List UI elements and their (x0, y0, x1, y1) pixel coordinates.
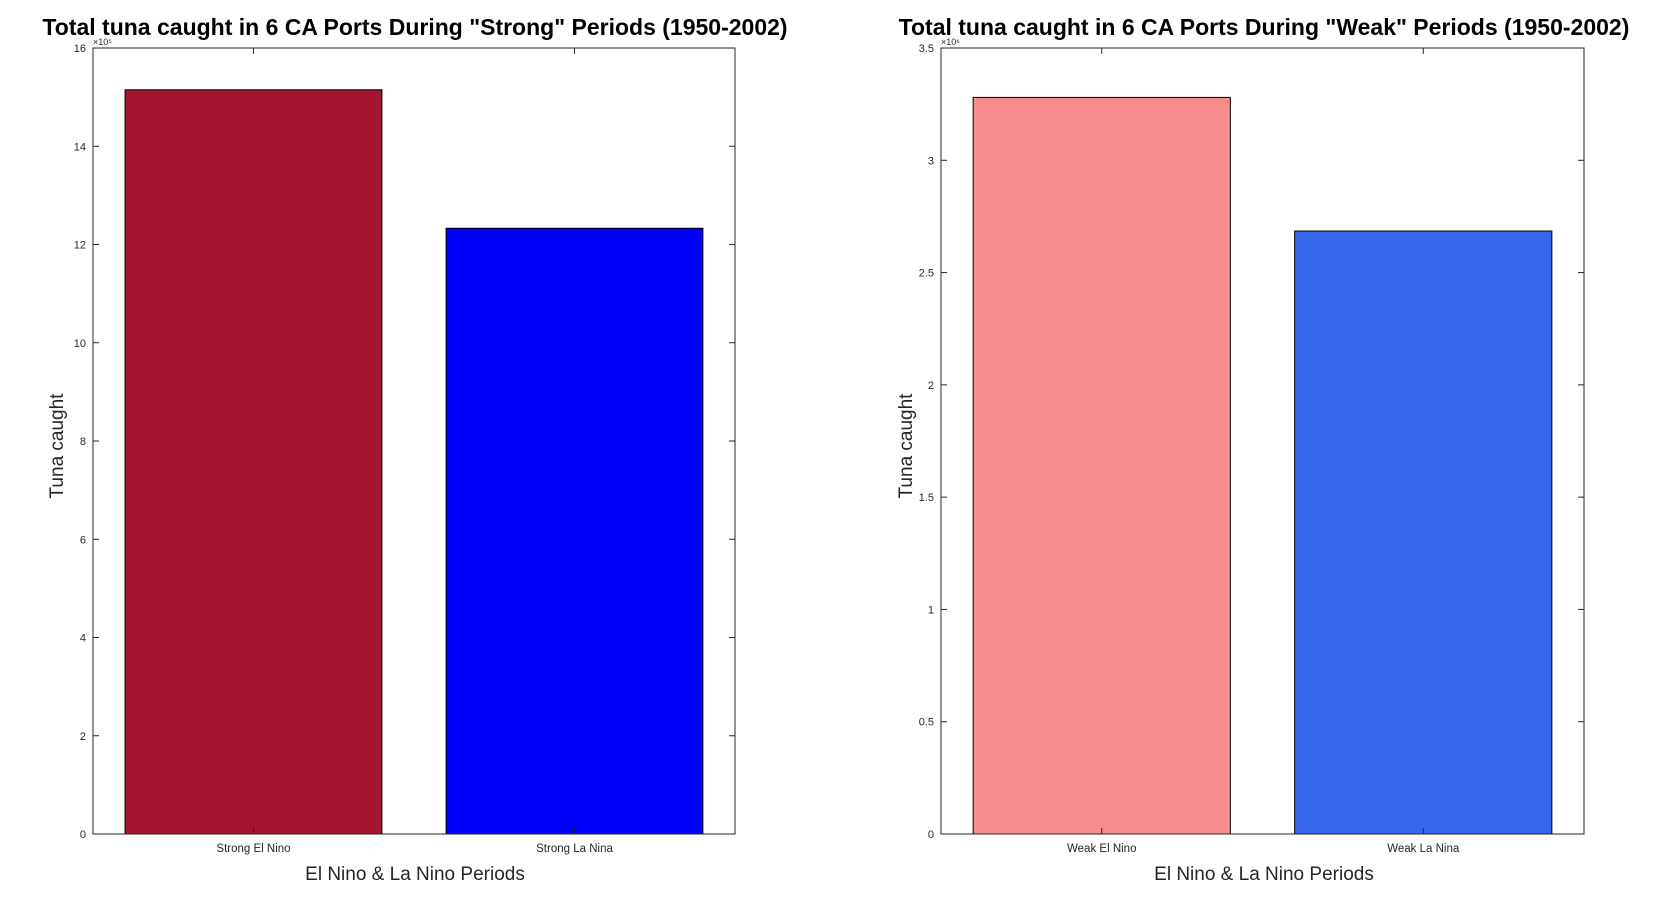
y-axis-label: Tuna caught (47, 393, 68, 499)
axes-box (940, 47, 1585, 835)
y-tick-label: 2.5 (919, 268, 934, 280)
x-tick-label: Weak El Nino (1067, 843, 1136, 855)
y-axis-label: Tuna caught (896, 393, 917, 499)
y-tick-label: 6 (80, 534, 86, 546)
y-tick-label: 1 (928, 604, 934, 616)
bar-strong-el-nino (124, 89, 383, 835)
y-tick-label: 0 (80, 829, 86, 841)
bar-strong-la-nina (445, 227, 704, 835)
x-axis-label: El Nino & La Nino Periods (1154, 864, 1374, 885)
x-axis-label: El Nino & La Nino Periods (305, 864, 525, 885)
y-tick-label: 3 (928, 155, 934, 167)
y-tick-label: 4 (80, 633, 86, 645)
chart-strong: Total tuna caught in 6 CA Ports During "… (42, 14, 787, 885)
y-tick-label: 10 (74, 338, 86, 350)
bar-weak-el-nino (972, 96, 1231, 835)
bar-weak-la-nina (1294, 230, 1553, 835)
y-tick-label: 3.5 (919, 43, 934, 55)
y-tick-label: 14 (74, 141, 86, 153)
chart-weak: Total tuna caught in 6 CA Ports During "… (896, 14, 1630, 885)
plot-area: 0 2 4 6 8 10 12 14 16 Strong El Nino Strong La Nin… (74, 43, 736, 855)
y-tick-label: 0.5 (919, 717, 934, 729)
y-tick-label: 2 (80, 731, 86, 743)
y-tick-label: 8 (80, 436, 86, 448)
y-exponent-label: ×10⁶ (941, 37, 960, 47)
plot-area: 0 0.5 1 1.5 2 2.5 3 3.5 Weak El Nino Weak La Nina (919, 43, 1585, 855)
x-tick-label: Weak La Nina (1387, 843, 1460, 855)
y-tick-label: 1.5 (919, 492, 934, 504)
chart-title: Total tuna caught in 6 CA Ports During "… (899, 14, 1630, 40)
y-tick-label: 2 (928, 380, 934, 392)
y-exponent-label: ×10⁵ (93, 37, 112, 47)
x-tick-label: Strong El Nino (216, 843, 290, 855)
y-tick-label: 12 (74, 240, 86, 252)
y-tick-label: 0 (928, 829, 934, 841)
x-tick-label: Strong La Nina (536, 843, 613, 855)
y-tick-label: 16 (74, 43, 86, 55)
chart-title: Total tuna caught in 6 CA Ports During "… (42, 14, 787, 40)
